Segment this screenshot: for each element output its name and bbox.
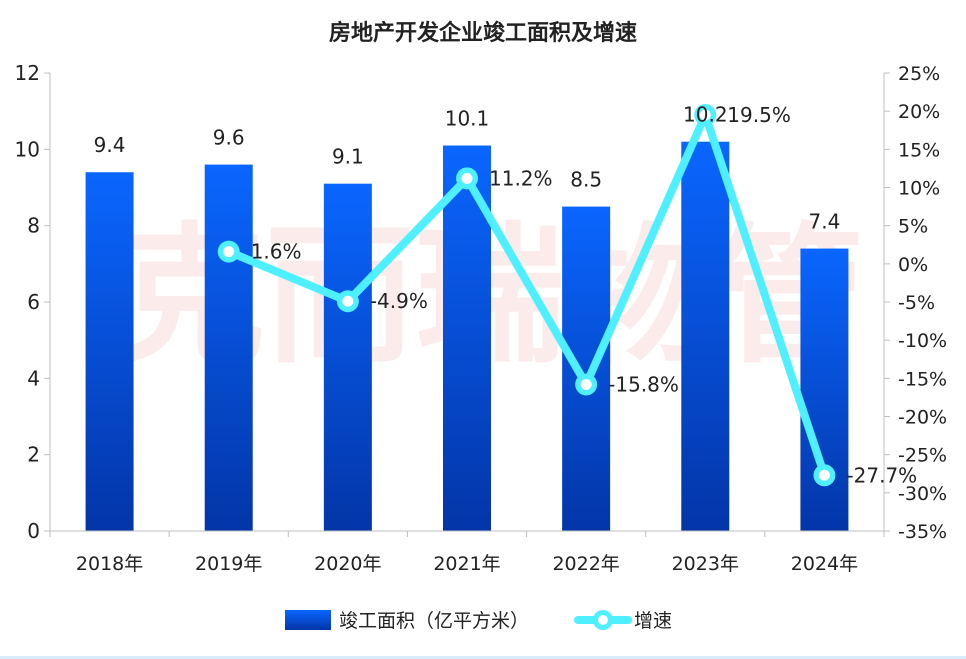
- bar-value-label: 7.4: [809, 210, 841, 234]
- x-axis-tick-label: 2023年: [672, 553, 739, 575]
- left-axis-tick-label: 8: [27, 214, 40, 238]
- legend-bar-label: 竣工面积（亿平方米）: [339, 610, 529, 632]
- right-axis-tick-label: 0%: [898, 254, 928, 276]
- right-axis-tick-label: -20%: [898, 407, 947, 429]
- growth-value-label: -27.7%: [846, 463, 917, 487]
- legend-line-label: 增速: [634, 610, 672, 632]
- growth-value-label: -4.9%: [370, 289, 428, 313]
- growth-marker-inner: [461, 172, 473, 184]
- bar-value-label: 9.6: [213, 126, 245, 150]
- data-labels-layer: 9.4 9.6 9.1 10.1 8.5 10.2 7.4 1.6% -4.9% 11.2% -15…: [94, 103, 918, 488]
- growth-value-label: 11.2%: [489, 166, 553, 190]
- right-axis-tick-label: -35%: [898, 521, 947, 543]
- right-axis-tick-label: 10%: [898, 178, 940, 200]
- left-axis-tick-label: 0: [27, 519, 40, 543]
- bar: [681, 141, 730, 531]
- legend-bar-swatch: [285, 610, 331, 630]
- growth-line-layer: [217, 103, 836, 487]
- bar: [800, 248, 849, 532]
- growth-line: [224, 110, 829, 480]
- legend: 竣工面积（亿平方米） 增速: [285, 610, 672, 632]
- growth-marker-inner: [342, 295, 354, 307]
- right-axis-tick-label: 20%: [898, 101, 940, 123]
- growth-value-label: 1.6%: [251, 240, 302, 264]
- x-axis-tick-label: 2022年: [552, 553, 619, 575]
- right-axis-tick-label: -15%: [898, 368, 947, 390]
- right-axis-tick-label: 15%: [898, 139, 940, 161]
- left-axis-tick-label: 12: [15, 61, 40, 85]
- right-axis-tick-label: -25%: [898, 445, 947, 467]
- right-axis-tick-label: -30%: [898, 483, 947, 505]
- bar-value-label: 9.4: [94, 133, 126, 157]
- bar-value-label: 10.1: [445, 107, 490, 131]
- bar-value-label: 8.5: [570, 168, 602, 192]
- growth-value-label: -15.8%: [608, 372, 679, 396]
- left-axis-tick-label: 2: [27, 443, 40, 467]
- bar: [562, 206, 611, 532]
- legend-line-marker-inner: [598, 615, 608, 625]
- bar: [204, 164, 253, 531]
- bottom-rule: [0, 656, 966, 659]
- x-axis-tick-label: 2018年: [76, 553, 143, 575]
- bar: [85, 172, 134, 531]
- chart-title: 房地产开发企业竣工面积及增速: [329, 20, 637, 46]
- growth-value-label: 19.5%: [727, 103, 791, 127]
- right-axis-tick-label: 25%: [898, 63, 940, 85]
- x-axis-tick-label: 2024年: [791, 553, 858, 575]
- growth-marker-inner: [223, 246, 235, 258]
- bar-value-label: 9.1: [332, 145, 364, 169]
- x-axis-tick-label: 2020年: [314, 553, 381, 575]
- right-axis-tick-label: -5%: [898, 292, 935, 314]
- growth-marker-inner: [580, 378, 592, 390]
- left-axis-tick-label: 4: [27, 366, 40, 390]
- bar-value-label: 10.2: [683, 103, 728, 127]
- left-axis-tick-label: 6: [27, 290, 40, 314]
- growth-marker-inner: [818, 469, 830, 481]
- x-axis-tick-label: 2021年: [433, 553, 500, 575]
- bar: [323, 183, 372, 531]
- left-axis-tick-label: 10: [15, 137, 40, 161]
- right-axis-tick-label: 5%: [898, 216, 928, 238]
- x-axis-tick-label: 2019年: [195, 553, 262, 575]
- growth-marker-inner: [699, 109, 711, 121]
- right-axis-tick-label: -10%: [898, 330, 947, 352]
- axes-layer: 0 2 4 6 8 10 12 -35% -30% -25% -20% -15% -10% -5% 0% 5%…: [15, 61, 948, 575]
